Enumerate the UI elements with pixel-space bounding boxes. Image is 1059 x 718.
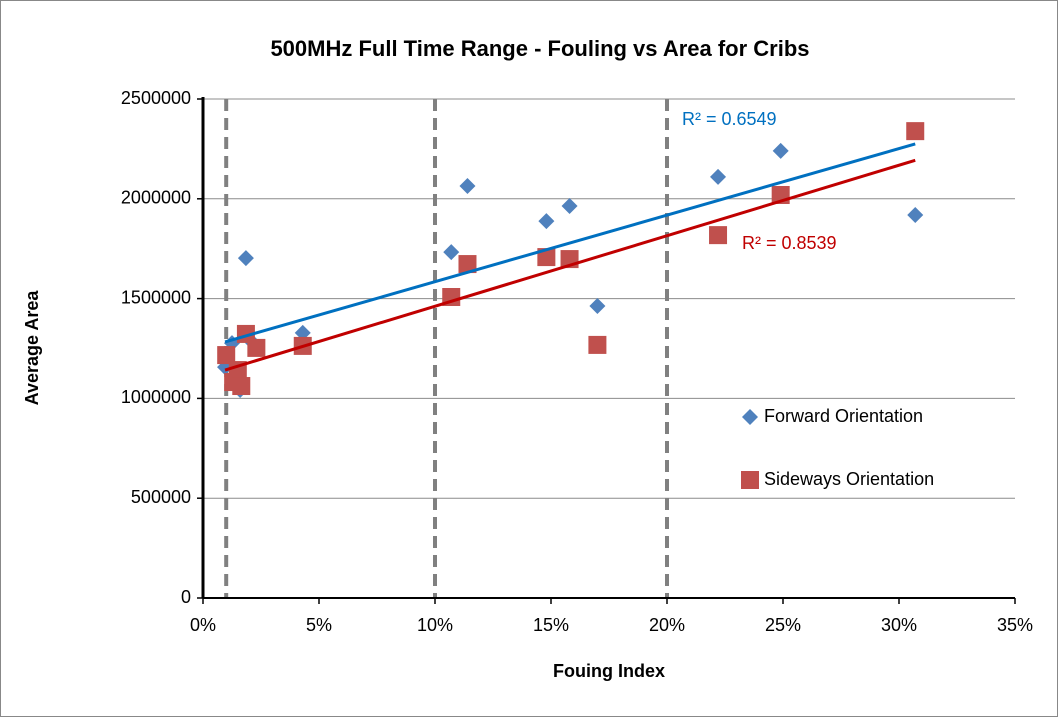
y-tick-label: 500000 [131,487,191,507]
trendline [224,142,916,344]
point [459,178,476,195]
trendline [224,158,916,372]
point [247,338,266,357]
point [237,250,254,267]
x-tick-label: 25% [765,615,801,635]
point [538,213,555,230]
y-tick-label: 2000000 [121,188,191,208]
x-tick-label: 15% [533,615,569,635]
legend-label: Sideways Orientation [764,469,934,489]
point [443,244,460,261]
point [232,377,251,396]
x-tick-label: 0% [190,615,216,635]
y-tick-label: 2500000 [121,88,191,108]
legend-marker [742,409,758,425]
point [772,142,789,159]
point [709,226,728,245]
x-tick-label: 10% [417,615,453,635]
point [588,335,607,354]
y-tick-label: 1000000 [121,387,191,407]
x-axis-label: Fouing Index [553,661,665,681]
x-tick-label: 35% [997,615,1033,635]
point [217,346,236,365]
point [907,206,924,223]
x-tick-label: 5% [306,615,332,635]
legend-marker [741,471,759,489]
legend-label: Forward Orientation [764,406,923,426]
chart-title: 500MHz Full Time Range - Fouling vs Area… [270,36,809,61]
x-tick-label: 30% [881,615,917,635]
x-tick-label: 20% [649,615,685,635]
r2-label: R² = 0.8539 [742,233,837,253]
point [561,197,578,214]
point [710,168,727,185]
y-tick-label: 1500000 [121,287,191,307]
y-tick-label: 0 [181,587,191,607]
point [589,297,606,314]
y-axis-label: Average Area [22,290,42,406]
point [906,122,925,141]
r2-label: R² = 0.6549 [682,109,777,129]
point [458,255,477,274]
